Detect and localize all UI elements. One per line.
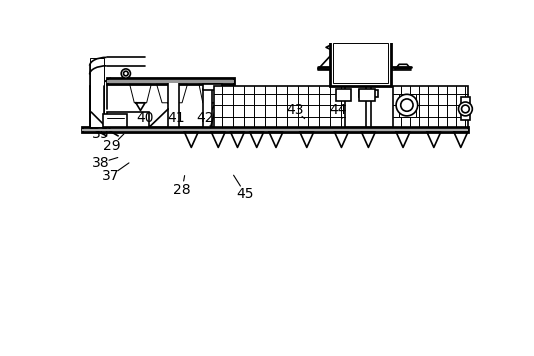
Polygon shape	[231, 132, 245, 147]
Circle shape	[459, 102, 473, 116]
Polygon shape	[199, 84, 230, 103]
Bar	[82, 127, 468, 132]
Polygon shape	[318, 40, 366, 70]
Bar	[90, 58, 104, 127]
Text: 41: 41	[167, 111, 185, 125]
Polygon shape	[362, 132, 375, 147]
Polygon shape	[184, 132, 198, 147]
Text: 28: 28	[173, 183, 191, 197]
Bar	[461, 98, 470, 120]
Text: 29: 29	[103, 139, 121, 153]
Bar	[336, 89, 351, 101]
Polygon shape	[454, 132, 468, 147]
Polygon shape	[130, 84, 151, 103]
Text: 40: 40	[136, 111, 154, 125]
Polygon shape	[300, 132, 313, 147]
Bar	[103, 114, 128, 127]
Bar	[214, 86, 345, 127]
Polygon shape	[269, 132, 283, 147]
Bar	[107, 80, 234, 83]
Polygon shape	[427, 132, 441, 147]
Text: 37: 37	[101, 169, 119, 183]
Text: 44: 44	[329, 104, 347, 117]
Polygon shape	[168, 103, 177, 110]
Text: 42: 42	[197, 111, 214, 125]
Polygon shape	[156, 84, 187, 103]
Bar	[330, 40, 391, 86]
Bar	[203, 89, 212, 127]
Polygon shape	[250, 132, 264, 147]
Bar	[333, 43, 388, 83]
Circle shape	[461, 105, 469, 113]
Circle shape	[123, 71, 128, 76]
Bar	[107, 112, 149, 127]
Bar	[399, 94, 416, 117]
Polygon shape	[395, 64, 411, 69]
Bar	[358, 78, 379, 86]
Polygon shape	[396, 132, 410, 147]
Text: 43: 43	[286, 104, 304, 117]
Bar	[355, 77, 382, 82]
Polygon shape	[334, 132, 348, 147]
Bar	[359, 90, 378, 98]
Polygon shape	[136, 103, 145, 110]
Bar	[203, 84, 222, 90]
Text: 39: 39	[92, 127, 109, 141]
Bar	[359, 89, 374, 101]
Text: 45: 45	[237, 187, 254, 201]
Polygon shape	[207, 103, 216, 110]
Polygon shape	[326, 36, 371, 67]
Polygon shape	[211, 132, 225, 147]
Circle shape	[121, 69, 130, 78]
Bar	[393, 86, 468, 127]
Bar	[107, 78, 234, 84]
Circle shape	[400, 99, 413, 111]
Bar	[82, 129, 468, 131]
Bar	[168, 81, 179, 127]
Text: 38: 38	[92, 156, 109, 170]
Circle shape	[396, 94, 418, 116]
